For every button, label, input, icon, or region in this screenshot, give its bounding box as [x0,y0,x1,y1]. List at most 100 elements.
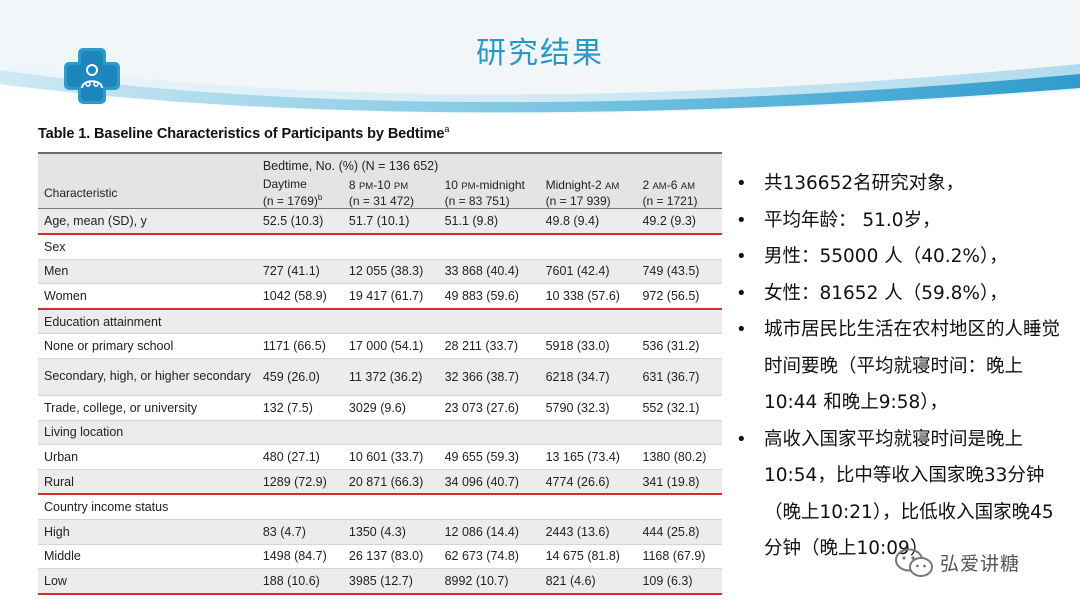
table-title: Table 1. Baseline Characteristics of Par… [38,124,450,142]
table-cell: 23 073 (27.6) [438,395,540,421]
table-row: Secondary, high, or higher secondary 459 … [38,358,722,396]
table-cell: 109 (6.3) [636,568,722,595]
table-row: Men 727 (41.1) 12 055 (38.3) 33 868 (40.4) 7… [38,259,722,285]
table-row: Country income status [38,494,722,520]
table-cell: 1289 (72.9) [256,469,343,496]
baseline-table-figure: Table 1. Baseline Characteristics of Par… [38,124,722,595]
doctor-logo-icon [64,48,120,104]
slide-title: 研究结果 [476,36,604,71]
row-label: Low [38,568,257,595]
table-cell [636,494,722,520]
table-body: Age, mean (SD), y 52.5 (10.3) 51.7 (10.1) 5… [38,208,722,595]
table-cell [539,234,637,260]
table-cell: 12 055 (38.3) [342,259,439,285]
watermark: 弘爱讲糖 [888,546,1068,580]
table-cell: 727 (41.1) [256,259,343,285]
table-cell: 49 655 (59.3) [438,444,540,470]
table-cell: 10 338 (57.6) [539,283,637,310]
watermark-text: 弘爱讲糖 [940,553,1021,575]
table-row: High 83 (4.7) 1350 (4.3) 12 086 (14.4) 2443 … [38,519,722,545]
table-cell: 1171 (66.5) [256,333,343,359]
table-cell: 1042 (58.9) [256,283,343,310]
table-cell: 536 (31.2) [636,333,722,359]
table-cell: 49.2 (9.3) [636,208,722,236]
table-cell: 17 000 (54.1) [342,333,439,359]
table-cell: 12 086 (14.4) [438,519,540,545]
row-label: Urban [38,444,257,470]
table-cell: 1498 (84.7) [256,544,343,570]
table-cell: 11 372 (36.2) [342,358,439,396]
table-cell [636,420,722,446]
row-label: Sex [38,234,257,260]
table-cell [256,494,343,520]
table-cell: 33 868 (40.4) [438,259,540,285]
table-cell [342,308,439,335]
table-cell: 132 (7.5) [256,395,343,421]
findings-item: 平均年龄： 51.0岁， [736,203,1066,240]
table-cell: 444 (25.8) [636,519,722,545]
table-cell: 5918 (33.0) [539,333,637,359]
table-cell: 1168 (67.9) [636,544,722,570]
table-row: Sex [38,234,722,260]
table-cell: 52.5 (10.3) [256,208,343,236]
table-cell: 34 096 (40.7) [438,469,540,496]
table-cell: 28 211 (33.7) [438,333,540,359]
row-label: Men [38,259,257,285]
table-row: Middle 1498 (84.7) 26 137 (83.0) 62 673 (74… [38,544,722,570]
table-cell: 459 (26.0) [256,358,343,396]
row-label: Rural [38,469,257,496]
table-row: Education attainment [38,308,722,335]
table-row: None or primary school 1171 (66.5) 17 000 … [38,333,722,359]
column-header: 2 AM-6 AM (n = 1721) [636,177,722,210]
table-cell [539,420,637,446]
findings-item: 共136652名研究对象， [736,166,1066,203]
table-row: Urban 480 (27.1) 10 601 (33.7) 49 655 (59.3… [38,444,722,470]
group-header: Bedtime, No. (%) (N = 136 652) [256,151,722,178]
table-cell: 188 (10.6) [256,568,343,595]
table-row: Trade, college, or university 132 (7.5) 30… [38,395,722,421]
row-label: Middle [38,544,257,570]
table-cell: 32 366 (38.7) [438,358,540,396]
findings-list: 共136652名研究对象， 平均年龄： 51.0岁， 男性：55000 人（40… [736,166,1066,568]
table-cell: 631 (36.7) [636,358,722,396]
table-cell: 62 673 (74.8) [438,544,540,570]
table-cell [636,234,722,260]
table-cell: 821 (4.6) [539,568,637,595]
table-cell [256,308,343,335]
row-label: Education attainment [38,308,257,335]
table-cell [438,308,540,335]
findings-item: 高收入国家平均就寝时间是晚上10:54，比中等收入国家晚33分钟（晚上10:21… [736,422,1066,568]
table-column-header-row: Characteristic Daytime (n = 1769)b 8 PM-1… [38,177,722,210]
table-cell [539,308,637,335]
row-header: Characteristic [38,177,257,210]
table-cell: 83 (4.7) [256,519,343,545]
table-cell: 7601 (42.4) [539,259,637,285]
table-row: Living location [38,420,722,446]
row-label: High [38,519,257,545]
table-title-note: a [444,124,450,134]
table-cell: 19 417 (61.7) [342,283,439,310]
table-cell: 972 (56.5) [636,283,722,310]
findings-item: 男性：55000 人（40.2%）， [736,239,1066,276]
table-cell: 26 137 (83.0) [342,544,439,570]
row-label: Living location [38,420,257,446]
table-cell [438,494,540,520]
column-header: 8 PM-10 PM (n = 31 472) [342,177,439,210]
table-cell [256,420,343,446]
table-cell [342,420,439,446]
table-cell: 51.1 (9.8) [438,208,540,236]
table-row: Low 188 (10.6) 3985 (12.7) 8992 (10.7) 821 (… [38,568,722,595]
table-cell [539,494,637,520]
table-cell: 3029 (9.6) [342,395,439,421]
wechat-icon [895,548,933,577]
table-cell: 6218 (34.7) [539,358,637,396]
table-cell: 2443 (13.6) [539,519,637,545]
baseline-table: Bedtime, No. (%) (N = 136 652) Character… [38,151,722,595]
table-cell: 4774 (26.6) [539,469,637,496]
row-label: None or primary school [38,333,257,359]
table-group-header-row: Bedtime, No. (%) (N = 136 652) [38,151,722,178]
table-cell [636,308,722,335]
table-cell: 552 (32.1) [636,395,722,421]
table-row: Rural 1289 (72.9) 20 871 (66.3) 34 096 (40.… [38,469,722,496]
findings-item: 女性：81652 人（59.8%）， [736,276,1066,313]
